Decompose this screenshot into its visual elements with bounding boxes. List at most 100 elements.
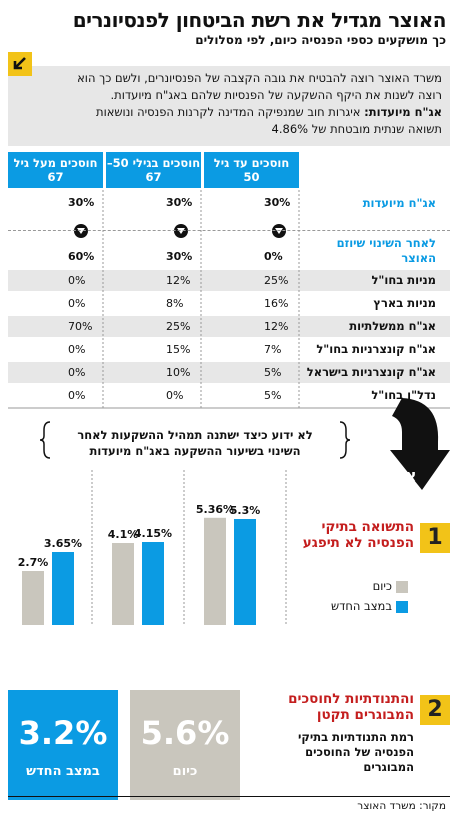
row-label: אג"ח קונצרניות בישראל xyxy=(306,365,436,379)
diagonal-arrow-icon xyxy=(13,57,26,70)
section-2-description: רמת התנודתיות בתיקי הפנסיה של החוסכים המ… xyxy=(298,730,414,775)
column-header-over-67: חוסכים מעל גיל 67 xyxy=(8,152,103,188)
cell: 0% xyxy=(68,343,86,356)
kpi-current: 5.6% כיום xyxy=(130,690,240,800)
intro-line: אג"ח מיועדות: איגרות חוב שמנפיקה המדינה … xyxy=(22,104,442,121)
cell: 70% xyxy=(68,320,93,333)
cell: 8% xyxy=(166,297,184,310)
cell: 5% xyxy=(264,366,282,379)
bar-value-label: 2.7% xyxy=(18,556,49,569)
cell: 15% xyxy=(166,343,191,356)
bridge-line: השינוי בשיעור ההשקעה באג"ח מיועדות xyxy=(89,444,301,458)
table-row: נדל"ן בחו"ל 5% 0% 0% xyxy=(8,385,450,406)
row-label-after-change: לאחר השינוי שיוזם האוצר xyxy=(336,236,436,265)
description-line: המבוגרים xyxy=(363,760,414,774)
intro-line: משרד האוצר רוצה להבטיח את גובה הקצבה של … xyxy=(77,71,442,85)
table-row: מניות בחו"ל 25% 12% 0% xyxy=(8,270,450,291)
legend-swatch-current xyxy=(396,581,408,593)
legend-label-new: במצב החדש xyxy=(330,599,392,613)
table-grid xyxy=(8,190,450,409)
kpi-new-value: 3.2% xyxy=(18,714,108,752)
cell: 10% xyxy=(166,366,191,379)
source-note: מקור: משרד האוצר xyxy=(357,800,446,812)
bar-value-label: 3.65% xyxy=(44,537,82,550)
page-subtitle: כך מושקעים כספי הפנסיה כיום, לפי מסלולים xyxy=(195,33,446,47)
down-arrow-icon xyxy=(74,224,88,238)
column-header-50-67: חוסכים בגילי 50–67 xyxy=(106,152,201,188)
arrow-badge xyxy=(8,52,32,76)
cell: 25% xyxy=(166,320,191,333)
bridge-line: לא ידוע כיצד ישתנה תמהיל ההשקעות לאחר xyxy=(77,428,313,442)
cell: 12% xyxy=(264,320,289,333)
page-title: האוצר מגדיל את רשת הביטחון לפנסיונרים xyxy=(72,8,447,32)
intro-line: תשואה שנתית מובטחת של 4.86% xyxy=(271,122,442,136)
footer-divider xyxy=(8,796,450,797)
bar-current-0 xyxy=(204,517,226,625)
section-2-heading-line: המבוגרים תקטן xyxy=(316,707,414,723)
row-label: מניות בארץ xyxy=(373,296,436,310)
description-line: הפנסיה של החוסכים xyxy=(305,745,414,759)
bar-new-1 xyxy=(142,542,164,625)
cell: 7% xyxy=(264,343,282,356)
row-label: נדל"ן בחו"ל xyxy=(371,388,436,402)
intro-definition: איגרות חוב שמנפיקה המדינה לקרנות הפנסיה … xyxy=(96,105,365,119)
bar-value-label: 4.1% xyxy=(108,528,139,541)
section-1-heading: התשואה בתיקי הפנסיה לא תיפגע xyxy=(303,519,414,551)
brace xyxy=(40,421,350,459)
intro-line: רוצה לשנות את היקף ההשקעה של הפנסיות שלה… xyxy=(110,88,442,102)
intro-text: משרד האוצר רוצה להבטיח את גובה הקצבה של … xyxy=(22,70,442,138)
bar-value-label: 5.3% xyxy=(230,504,261,517)
cell: 30% xyxy=(166,196,193,209)
kpi-current-value: 5.6% xyxy=(140,714,230,752)
down-arrow-icon xyxy=(174,224,188,238)
column-header-under-50: חוסכים עד גיל 50 xyxy=(204,152,299,188)
legend-swatch-new xyxy=(396,601,408,613)
intro-box xyxy=(8,66,450,146)
cell: 12% xyxy=(166,274,191,287)
cell: 16% xyxy=(264,297,289,310)
cell: 0% xyxy=(68,274,86,287)
intro-term: אג"ח מיועדות: xyxy=(364,105,442,119)
bar-current-2 xyxy=(22,571,44,625)
section-1-badge: 1 xyxy=(420,523,450,553)
kpi-current-label: כיום xyxy=(172,764,198,779)
table-row: אג"ח ממשלתיות 12% 25% 70% xyxy=(8,316,450,337)
table-row: אג"ח קונצרניות בחו"ל 7% 15% 0% xyxy=(8,339,450,360)
bar-value-label: 5.36% xyxy=(196,503,234,516)
section-1-heading-line: הפנסיה לא תיפגע xyxy=(302,535,414,551)
row-divider xyxy=(8,230,450,231)
cell: 0% xyxy=(264,250,283,263)
table-row: מניות בארץ 16% 8% 0% xyxy=(8,293,450,314)
bar-current-1 xyxy=(112,543,134,625)
cell: 60% xyxy=(68,250,95,263)
section-2-badge: 2 xyxy=(420,695,450,725)
big-arrow-icon xyxy=(390,398,450,490)
row-label: אג"ח קונצרניות בחו"ל xyxy=(316,342,436,356)
legend-label-current: כיום xyxy=(372,579,392,593)
cell: 0% xyxy=(166,389,184,402)
table-row: אג"ח קונצרניות בישראל 5% 10% 0% xyxy=(8,362,450,383)
cell: 25% xyxy=(264,274,289,287)
cell: 30% xyxy=(264,196,291,209)
kpi-new: 3.2% במצב החדש xyxy=(8,690,118,800)
section-2-heading: והתנודתיות לחוסכים המבוגרים תקטן xyxy=(288,691,414,723)
cell: 0% xyxy=(68,366,86,379)
allocation-table: אג"ח מיועדות 30% 30% 30% לאחר השינוי שיו… xyxy=(8,190,450,415)
returns-bar-chart: 5.36%5.3% 4.1%4.15% 2.7% 3.65% xyxy=(18,470,287,625)
row-label: מניות בחו"ל xyxy=(371,273,436,287)
down-arrow-icon xyxy=(272,224,286,238)
bar-new-2 xyxy=(52,552,74,625)
section-1-heading-line: התשואה בתיקי xyxy=(321,519,414,535)
cell: 30% xyxy=(68,196,95,209)
bridge-text: לא ידוע כיצד ישתנה תמהיל ההשקעות לאחר הש… xyxy=(50,427,340,459)
description-line: רמת התנודתיות בתיקי xyxy=(298,730,414,744)
bar-value-label: 4.15% xyxy=(134,527,172,540)
big-arrow-label: אבל xyxy=(385,466,417,485)
cell: 0% xyxy=(68,297,86,310)
row-label: אג"ח ממשלתיות xyxy=(349,319,436,333)
section-2-heading-line: והתנודתיות לחוסכים xyxy=(288,691,414,707)
cell: 30% xyxy=(166,250,193,263)
kpi-new-label: במצב החדש xyxy=(26,764,100,779)
bar-new-0 xyxy=(234,519,256,625)
cell: 5% xyxy=(264,389,282,402)
